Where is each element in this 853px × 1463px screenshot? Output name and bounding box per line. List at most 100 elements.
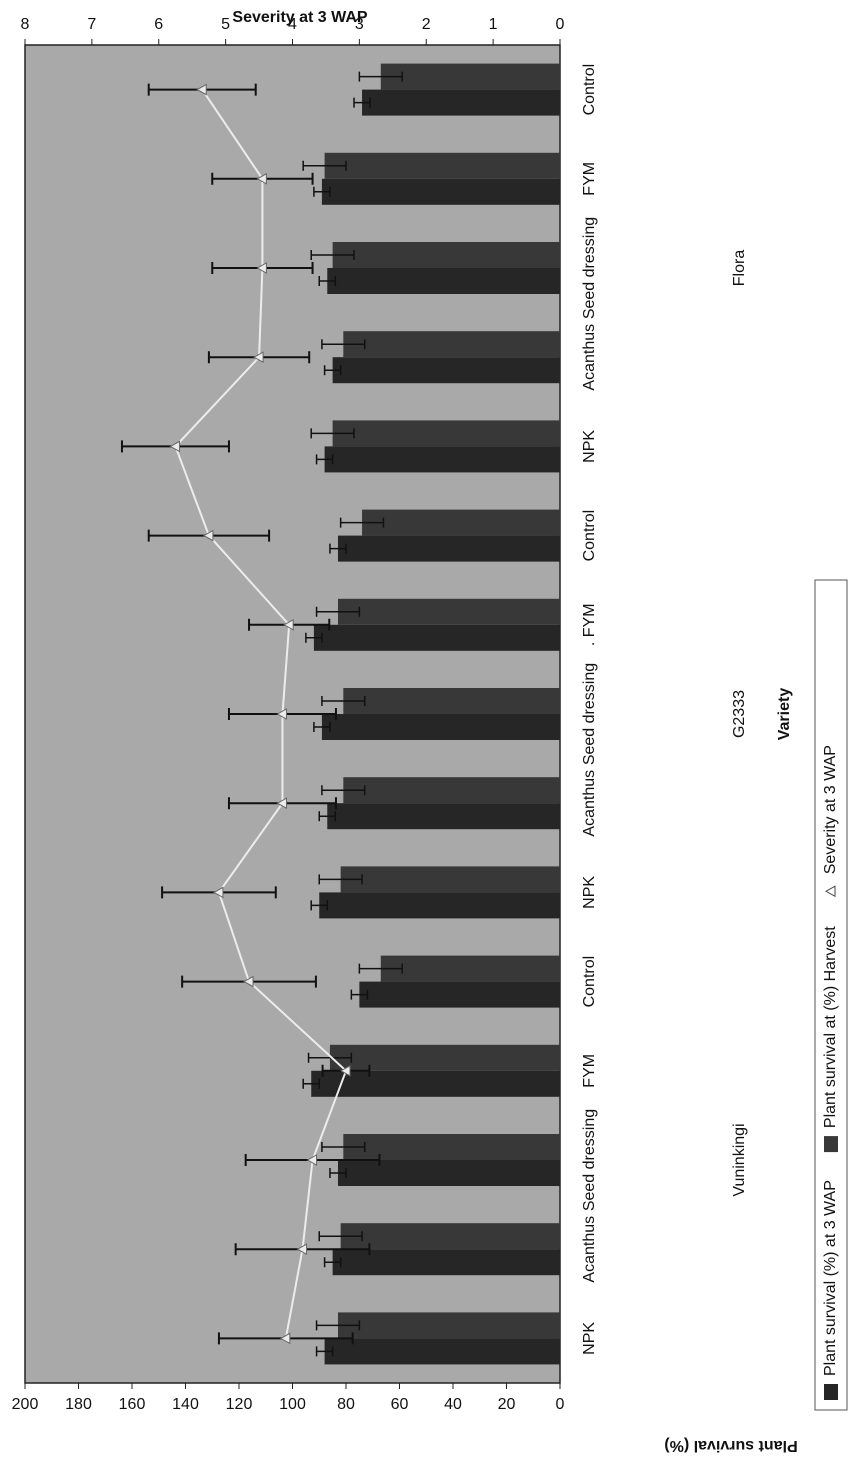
error-bar (321, 696, 366, 706)
severity-marker (296, 1243, 308, 1256)
error-bar (305, 632, 323, 643)
y-tick-label: 140 (172, 1396, 199, 1413)
x-tick-label: NPK (581, 876, 598, 909)
error-bar (318, 811, 337, 822)
x-tick-label: Control (581, 956, 598, 1008)
y2-tick-label: 5 (221, 16, 230, 33)
severity-marker (256, 262, 267, 274)
error-bar (318, 1231, 363, 1242)
bar (313, 624, 560, 651)
legend-label: Plant survival (%) at 3 WAP (822, 1180, 839, 1376)
y-tick-label: 120 (226, 1396, 253, 1413)
y-tick-label: 0 (556, 1396, 565, 1413)
error-bar (302, 1078, 320, 1089)
bar (332, 357, 560, 384)
x-tick-label: . FYM (581, 603, 598, 646)
x-tick-label: Seed dressing (581, 1109, 598, 1211)
bar (332, 242, 560, 268)
error-bar (339, 517, 385, 528)
bar (332, 1249, 560, 1276)
error-bar (313, 722, 331, 732)
error-bar (315, 606, 361, 617)
x-tick-label: Acanthus (581, 770, 598, 837)
bar (343, 688, 561, 714)
error-bar (321, 1142, 366, 1152)
y2-tick-label: 1 (489, 16, 498, 33)
error-bar (310, 428, 355, 439)
error-bar (318, 874, 363, 885)
y-tick-label: 200 (12, 1396, 39, 1413)
severity-marker (276, 708, 287, 720)
bar (340, 866, 560, 893)
x-tick-label: Control (581, 510, 598, 562)
y2-tick-label: 4 (288, 16, 297, 33)
x-tick-label: Acanthus (581, 1216, 598, 1283)
x-tick-label: Acanthus (581, 324, 598, 391)
error-bar (315, 454, 334, 465)
legend-swatch (824, 1136, 838, 1153)
bar (324, 1338, 560, 1365)
y2-tick-label: 2 (422, 16, 431, 33)
y-tick-label: 40 (444, 1396, 462, 1413)
bar (311, 1070, 560, 1097)
bar (321, 714, 560, 740)
bar (324, 152, 560, 179)
y-tick-label: 100 (279, 1396, 306, 1413)
severity-marker (279, 1332, 291, 1345)
severity-marker (306, 1154, 318, 1166)
error-bar (315, 1320, 361, 1331)
bar (362, 509, 560, 536)
error-bar (313, 186, 331, 197)
bar (321, 178, 560, 205)
bar (329, 1044, 561, 1071)
bar (319, 892, 560, 919)
bar (337, 535, 560, 562)
rotated-chart: Plant survival (%) Severity at 3 WAP Var… (12, 9, 848, 1454)
bar (362, 89, 560, 116)
y2-tick-label: 7 (87, 16, 96, 33)
error-bar (315, 1346, 334, 1357)
severity-marker (243, 975, 254, 988)
legend-marker (824, 885, 836, 898)
severity-marker (253, 351, 264, 364)
error-bar (310, 250, 355, 260)
error-bar (329, 543, 347, 554)
error-bar (323, 365, 342, 376)
legend-box (814, 579, 848, 1411)
legend-label: Plant survival at (%) Harvest (822, 926, 839, 1128)
bar (343, 777, 561, 804)
severity-marker (169, 440, 180, 453)
bar (380, 955, 560, 982)
y2-tick-label: 0 (556, 16, 565, 33)
severity-marker (256, 172, 267, 185)
severity-marker (196, 83, 207, 96)
x-tick-label: FYM (581, 162, 598, 196)
severity-marker (276, 797, 287, 810)
bar (380, 63, 560, 90)
y-tick-label: 180 (65, 1396, 92, 1413)
x-tick-label: FYM (581, 1054, 598, 1088)
y2-tick-label: 8 (21, 16, 30, 33)
y2-tick-label: 3 (355, 16, 364, 33)
y-tick-label: 80 (337, 1396, 355, 1413)
y-tick-label: 20 (498, 1396, 516, 1413)
bar (340, 1223, 560, 1250)
x-axis-title: Variety (776, 688, 793, 741)
error-bar (353, 97, 371, 108)
severity-marker (212, 886, 224, 899)
x-tick-label: NPK (581, 430, 598, 463)
bar (359, 981, 560, 1008)
x-tick-label: Seed dressing (581, 217, 598, 319)
x-tick-label: Control (581, 64, 598, 116)
bar (332, 420, 560, 447)
error-bar (321, 785, 366, 796)
bar (337, 598, 560, 625)
severity-marker (202, 529, 214, 542)
error-bar (358, 71, 403, 82)
error-bar (323, 1257, 342, 1268)
y-tick-label: 160 (119, 1396, 146, 1413)
error-bar (318, 276, 337, 286)
error-bar (321, 339, 366, 350)
error-bar (329, 1168, 347, 1178)
